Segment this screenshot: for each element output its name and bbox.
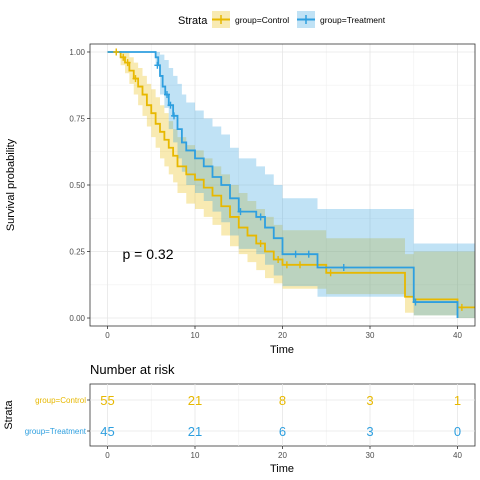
x-tick-label: 40 [453, 331, 462, 340]
x-axis-label: Time [270, 344, 294, 356]
risk-value-control: 1 [454, 393, 461, 408]
confidence-band-control [107, 51, 475, 319]
y-tick-label: 1.00 [69, 48, 85, 57]
x-tick-label: 20 [278, 331, 287, 340]
risk-row-label-treatment: group=Treatment [25, 427, 87, 436]
risk-value-control: 8 [279, 393, 286, 408]
x-tick-label: 30 [366, 331, 375, 340]
risk-table-x-label: Time [270, 463, 294, 475]
risk-value-control: 55 [100, 393, 114, 408]
risk-table-y-label: Strata [3, 399, 15, 429]
risk-value-treatment: 0 [454, 424, 461, 439]
risk-x-tick-label: 0 [105, 451, 110, 460]
risk-x-tick-label: 10 [191, 451, 200, 460]
confidence-band-treatment [107, 51, 475, 319]
y-tick-label: 0.75 [69, 114, 85, 123]
risk-value-control: 3 [366, 393, 373, 408]
legend-label-control: group=Control [235, 15, 289, 25]
risk-value-treatment: 45 [100, 424, 114, 439]
legend-title: Strata [178, 15, 208, 27]
risk-value-control: 21 [188, 393, 202, 408]
risk-value-treatment: 3 [366, 424, 373, 439]
censor-marks [113, 48, 465, 311]
y-tick-label: 0.50 [69, 181, 85, 190]
risk-value-treatment: 21 [188, 424, 202, 439]
grid [90, 44, 475, 326]
y-axis-label: Survival probability [5, 138, 17, 231]
risk-row-label-control: group=Control [35, 396, 86, 405]
risk-table-title: Number at risk [90, 362, 175, 377]
risk-table-x-ticks: 0 10 20 30 40 [105, 446, 462, 460]
risk-x-tick-label: 30 [366, 451, 375, 460]
survival-curve-treatment [107, 51, 459, 319]
confidence-bands [107, 51, 475, 319]
x-tick-label: 0 [105, 331, 110, 340]
x-tick-label: 10 [191, 331, 200, 340]
y-tick-label: 0.25 [69, 248, 85, 257]
y-tick-label: 0.00 [69, 314, 85, 323]
risk-x-tick-label: 20 [278, 451, 287, 460]
legend-label-treatment: group=Treatment [320, 15, 386, 25]
risk-table-grid [90, 384, 475, 446]
survival-plot: 0.00 0.25 0.50 0.75 1.00 0 10 20 30 40 Time Surv… [5, 43, 476, 356]
y-axis-ticks: 0.00 0.25 0.50 0.75 1.00 [69, 48, 90, 323]
legend-key-control [212, 11, 230, 28]
risk-value-treatment: 6 [279, 424, 286, 439]
risk-table-row-labels: group=Control group=Treatment [25, 396, 90, 436]
p-value-annotation: p = 0.32 [123, 246, 174, 262]
risk-table-values: 55 21 8 3 1 45 21 6 3 0 [100, 393, 461, 439]
risk-x-tick-label: 40 [453, 451, 462, 460]
legend-key-treatment [297, 11, 315, 28]
x-axis-ticks: 0 10 20 30 40 [105, 326, 462, 340]
legend: Strata group=Control group=Treatment [178, 11, 386, 28]
risk-table: Number at risk group=Control group=Treatm… [3, 362, 476, 475]
